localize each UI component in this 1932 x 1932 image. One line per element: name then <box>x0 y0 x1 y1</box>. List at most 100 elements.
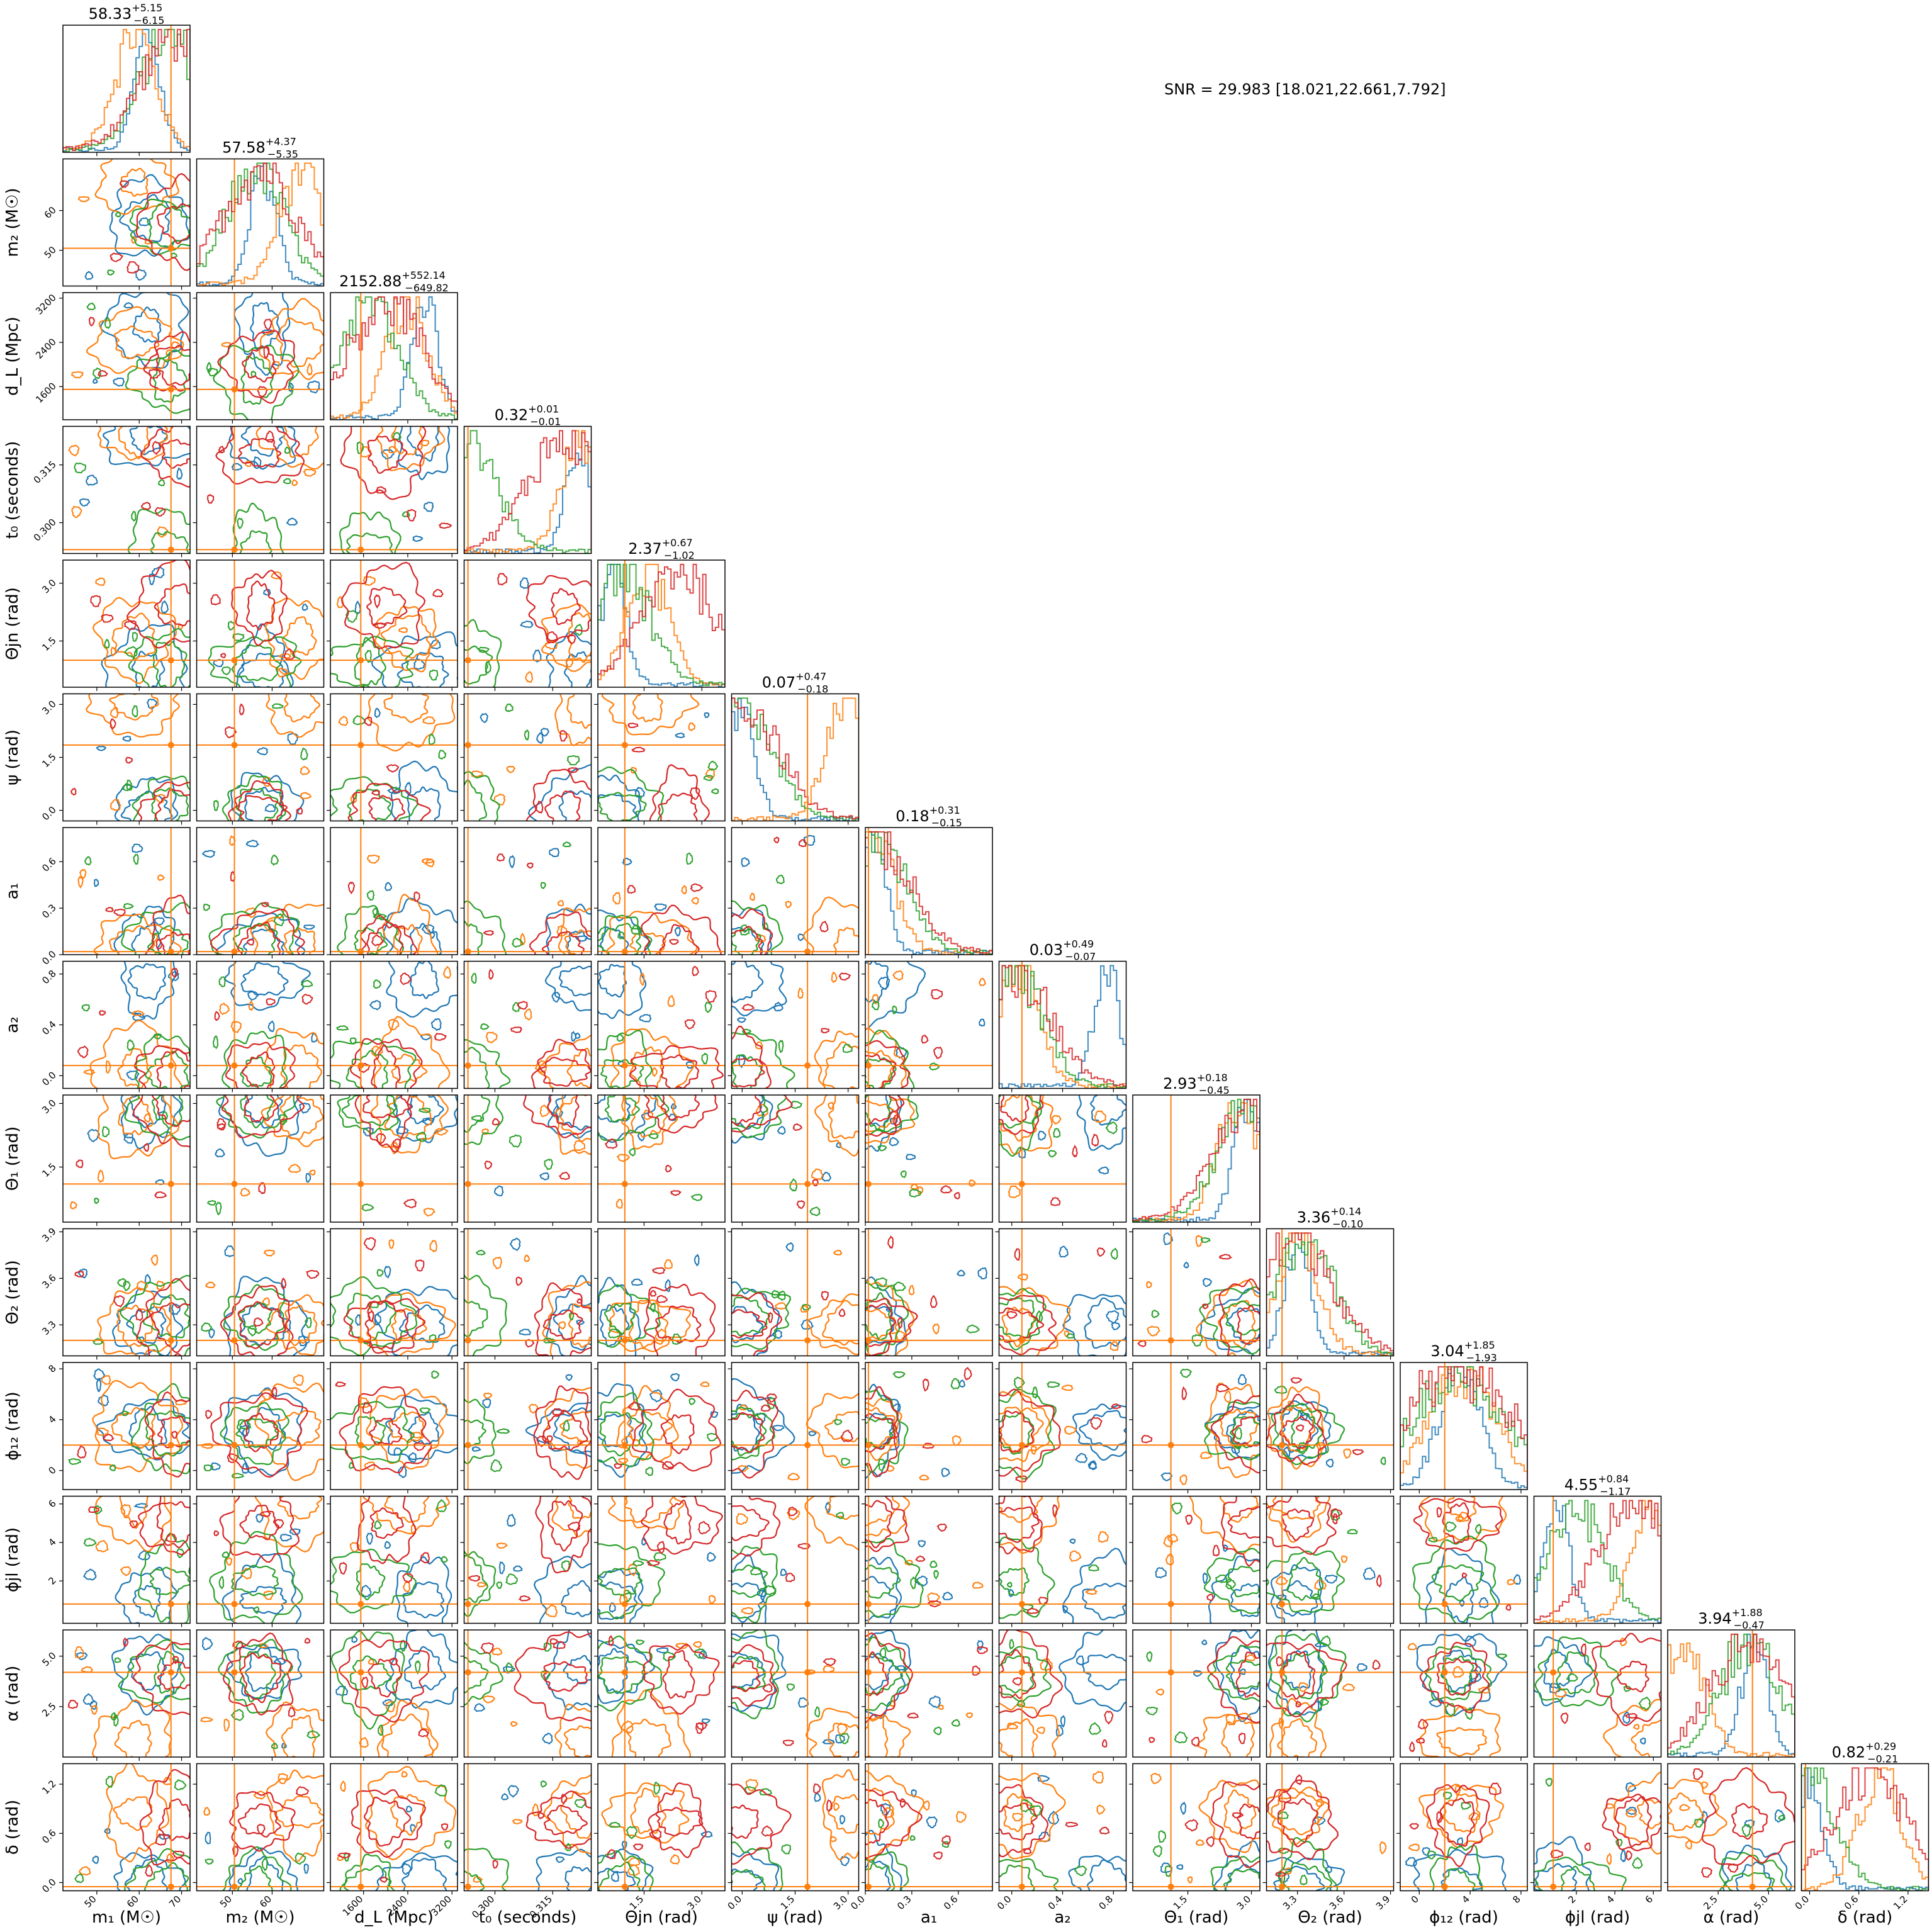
contour-island <box>97 1169 104 1183</box>
contour-island <box>741 857 750 867</box>
contour-island <box>1352 1449 1364 1456</box>
contour-island <box>704 712 710 719</box>
contour-island <box>271 854 279 866</box>
panel-content <box>731 1228 859 1356</box>
contour-island <box>176 467 183 480</box>
panel-content <box>330 694 458 821</box>
x-axis-label-13: δ (rad) <box>1838 1908 1893 1927</box>
contour-series-2 <box>731 1031 795 1089</box>
contour-series-3 <box>1425 1784 1490 1868</box>
contour-island <box>1155 1567 1167 1579</box>
contour-island <box>892 1005 897 1014</box>
contour-island <box>337 1852 351 1858</box>
contour-island <box>1052 1504 1058 1518</box>
contour-series-3 <box>340 426 427 500</box>
contour-island <box>792 1123 802 1132</box>
contour-island <box>476 1581 486 1588</box>
contour-island <box>398 627 408 633</box>
contour-island <box>910 1576 916 1590</box>
contour-series-0 <box>120 961 177 1020</box>
contour-island <box>882 1807 895 1819</box>
contour-series-3 <box>246 580 276 631</box>
contour-series-0 <box>731 1582 767 1623</box>
contour-island <box>1066 1333 1076 1339</box>
panel-content <box>865 1362 992 1490</box>
contour-island <box>607 1849 616 1860</box>
contour-series-0 <box>546 903 592 955</box>
truth-marker <box>464 1442 471 1449</box>
contour-island <box>639 1014 652 1023</box>
contour-island <box>641 1537 647 1546</box>
x-tick-label: 50 <box>218 1894 234 1910</box>
x-tick-label: 3.3 <box>1281 1894 1300 1912</box>
contour-series-1 <box>1418 1783 1505 1848</box>
contour-island <box>871 1001 880 1011</box>
contour-series-3 <box>865 1095 900 1125</box>
contour-series-2 <box>138 1532 190 1624</box>
contour-series-3 <box>368 795 406 821</box>
contour-island <box>480 713 489 723</box>
contour-island <box>438 750 447 760</box>
contour-island <box>768 1311 773 1323</box>
contour-panel-10-7 <box>995 1362 1127 1493</box>
contour-series-0 <box>385 1395 458 1461</box>
contour-island <box>1145 1706 1159 1716</box>
contour-series-1 <box>373 1016 451 1089</box>
truth-marker <box>464 1181 471 1188</box>
contour-island <box>1072 1144 1078 1158</box>
contour-island <box>157 479 166 486</box>
y-tick-label: 0.300 <box>31 517 59 544</box>
contour-series-3 <box>154 583 190 627</box>
contour-panel-6-3 <box>460 827 592 958</box>
contour-series-1 <box>371 1095 449 1154</box>
contour-island <box>776 874 785 885</box>
contour-series-2 <box>231 644 281 682</box>
contour-island <box>419 1407 431 1414</box>
contour-island <box>160 600 169 614</box>
contour-series-0 <box>598 1648 629 1695</box>
contour-island <box>298 1102 311 1114</box>
contour-island <box>205 1281 216 1289</box>
contour-series-1 <box>1206 1383 1260 1478</box>
contour-series-2 <box>464 920 483 955</box>
contour-island <box>364 1461 376 1471</box>
panel-content <box>731 1763 859 1891</box>
contour-island <box>483 1392 493 1399</box>
panel-frame <box>1266 1362 1395 1490</box>
hist-title-6: 0.18+0.31 −0.15 <box>896 804 962 829</box>
hist-series-2 <box>865 831 992 955</box>
contour-island <box>1700 1867 1713 1878</box>
panel-frame <box>330 292 458 420</box>
contour-series-0 <box>598 909 651 955</box>
contour-island <box>1362 1567 1376 1580</box>
contour-island <box>86 302 96 311</box>
contour-island <box>634 787 646 799</box>
contour-series-2 <box>208 1530 303 1624</box>
contour-series-2 <box>865 1636 911 1711</box>
panel-content <box>1534 1763 1661 1891</box>
contour-island <box>571 1030 576 1042</box>
contour-series-1 <box>822 1300 859 1346</box>
hist-panel-10: 3.04+1.85 −1.93 <box>1400 1339 1528 1493</box>
truth-marker <box>621 741 628 748</box>
contour-island <box>265 430 274 444</box>
contour-island <box>203 1464 214 1471</box>
contour-series-3 <box>156 1048 190 1089</box>
contour-panel-5-1 <box>193 693 325 825</box>
contour-island <box>392 1138 402 1149</box>
panel-content <box>1400 1763 1527 1891</box>
panel-frame <box>463 559 592 688</box>
contour-island <box>1455 1516 1464 1523</box>
hist-panel-7: 0.03+0.49 −0.07 <box>998 938 1127 1092</box>
truth-marker <box>357 948 364 955</box>
contour-series-3 <box>145 894 190 955</box>
contour-series-1 <box>563 1725 592 1757</box>
contour-series-1 <box>259 298 324 380</box>
contour-island <box>253 1606 260 1614</box>
contour-island <box>1199 1451 1213 1459</box>
contour-series-2 <box>731 1868 766 1891</box>
contour-island <box>174 1779 187 1790</box>
contour-island <box>288 1707 296 1717</box>
contour-island <box>701 1718 710 1724</box>
contour-series-3 <box>364 1300 409 1350</box>
